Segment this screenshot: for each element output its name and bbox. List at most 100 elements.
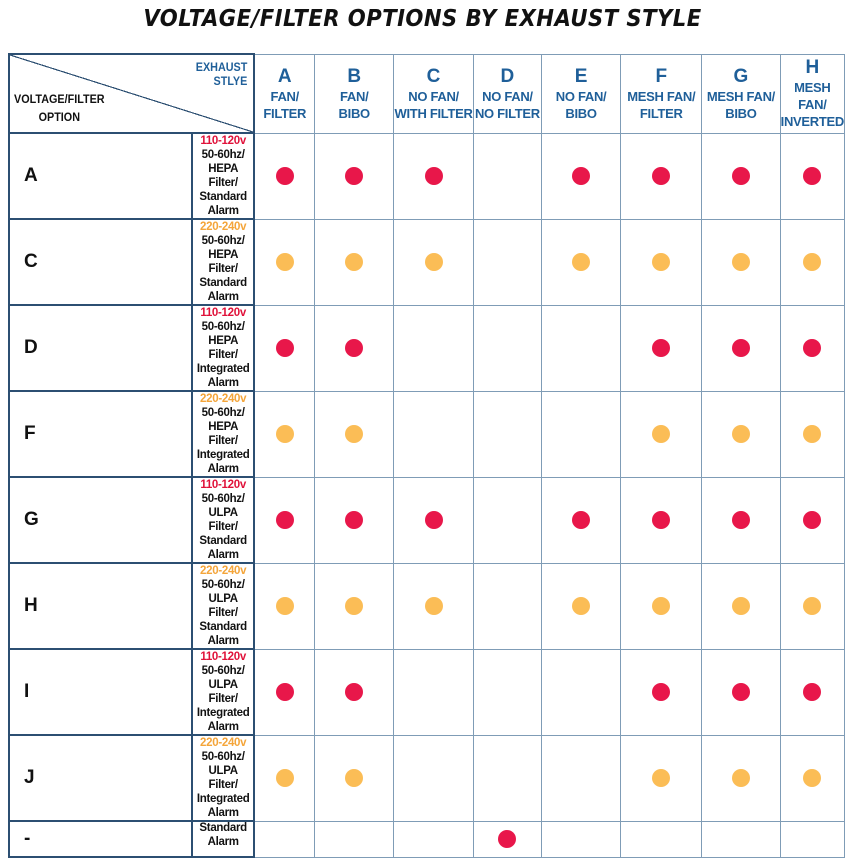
row-code: A <box>7 132 194 220</box>
voltage-line: 110-120v 50-60hz/ <box>193 650 253 678</box>
table-row: - Standard Alarm <box>7 820 845 858</box>
exhaust-style-letter: H <box>805 57 820 78</box>
exhaust-style-header: A FAN/ FILTER <box>253 53 316 134</box>
exhaust-style-header: H MESH FAN/ INVERTED <box>779 53 845 134</box>
orange-dot-icon <box>275 252 294 271</box>
row-code: D <box>7 304 194 392</box>
orange-dot-icon <box>652 596 671 615</box>
table-row: I 110-120v 50-60hz/ULPA Filter/ Integrate… <box>7 648 845 736</box>
exhaust-style-name: MESH FAN/ BIBO <box>706 88 775 121</box>
availability-cell <box>473 820 542 858</box>
availability-cell <box>701 304 781 392</box>
exhaust-style-name: FAN/ FILTER <box>263 88 307 121</box>
exhaust-label-line2: STLYE <box>213 74 248 88</box>
voltage-value: 220-240v <box>200 393 247 405</box>
voltage-filter-label: VOLTAGE/FILTER OPTION <box>14 90 105 126</box>
orange-dot-icon <box>345 252 364 271</box>
red-dot-icon <box>731 510 750 529</box>
availability-cell <box>314 820 395 858</box>
red-dot-icon <box>345 338 364 357</box>
availability-cell <box>701 390 781 478</box>
availability-cell <box>701 476 781 564</box>
voltage-label-line2: OPTION <box>38 110 81 124</box>
availability-cell <box>701 648 781 736</box>
red-dot-icon <box>275 338 294 357</box>
voltage-value: 110-120v <box>200 651 246 663</box>
availability-cell <box>314 562 395 650</box>
table-row: G 110-120v 50-60hz/ULPA Filter/ Standard … <box>7 476 845 564</box>
availability-cell <box>393 218 475 306</box>
voltage-filter-option: 110-120v 50-60hz/ULPA Filter/ Integrated… <box>191 648 256 736</box>
exhaust-style-name: MESH FAN/ FILTER <box>627 88 696 121</box>
voltage-filter-option: 220-240v 50-60hz/ULPA Filter/ Integrated… <box>191 734 256 822</box>
red-dot-icon <box>731 682 750 701</box>
availability-cell <box>314 304 395 392</box>
row-code: J <box>7 734 194 822</box>
filter-alarm-desc: HEPA Filter/ Standard Alarm <box>199 163 247 217</box>
availability-cell <box>393 304 475 392</box>
availability-cell <box>540 218 622 306</box>
availability-cell <box>314 218 395 306</box>
table-row: C 220-240v 50-60hz/HEPA Filter/ Standard … <box>7 218 845 306</box>
filter-alarm-desc: ULPA Filter/ Standard Alarm <box>199 507 247 561</box>
page-title: VOLTAGE/FILTER OPTIONS BY EXHAUST STYLE <box>143 6 702 32</box>
availability-cell <box>701 562 781 650</box>
availability-cell <box>393 734 475 822</box>
availability-cell <box>314 390 395 478</box>
availability-cell <box>779 648 845 736</box>
voltage-value: 220-240v <box>200 221 247 233</box>
availability-cell <box>253 734 316 822</box>
availability-cell <box>393 820 475 858</box>
row-code: F <box>7 390 194 478</box>
orange-dot-icon <box>731 424 750 443</box>
table-row: H 220-240v 50-60hz/ULPA Filter/ Standard … <box>7 562 845 650</box>
availability-cell <box>540 562 622 650</box>
availability-cell <box>393 648 475 736</box>
orange-dot-icon <box>652 768 671 787</box>
voltage-filter-option: 220-240v 50-60hz/ULPA Filter/ Standard A… <box>191 562 256 650</box>
exhaust-style-letter: D <box>500 65 515 87</box>
exhaust-style-header: B FAN/ BIBO <box>314 53 395 134</box>
exhaust-style-letter: E <box>574 65 588 87</box>
orange-dot-icon <box>275 424 294 443</box>
orange-dot-icon <box>572 596 591 615</box>
availability-cell <box>779 562 845 650</box>
filter-alarm-desc: Standard Alarm <box>199 822 247 848</box>
frequency-value: 50-60hz/ <box>201 751 245 763</box>
availability-cell <box>779 476 845 564</box>
voltage-value: 110-120v <box>200 479 246 491</box>
red-dot-icon <box>803 166 822 185</box>
voltage-filter-option: 110-120v 50-60hz/ULPA Filter/ Standard A… <box>191 476 256 564</box>
voltage-line: 220-240v 50-60hz/ <box>193 736 253 764</box>
availability-cell <box>253 648 316 736</box>
filter-alarm-desc: HEPA Filter/ Integrated Alarm <box>196 421 250 475</box>
voltage-value: 220-240v <box>200 737 247 749</box>
orange-dot-icon <box>275 596 294 615</box>
availability-cell <box>701 820 781 858</box>
frequency-value: 50-60hz/ <box>201 579 245 591</box>
frequency-value: 50-60hz/ <box>201 407 245 419</box>
orange-dot-icon <box>572 252 591 271</box>
voltage-value: 220-240v <box>200 565 247 577</box>
availability-cell <box>253 218 316 306</box>
filter-alarm-desc: HEPA Filter/ Standard Alarm <box>199 249 247 303</box>
frequency-value: 50-60hz/ <box>201 235 245 247</box>
voltage-line: 110-120v 50-60hz/ <box>193 306 253 334</box>
availability-cell <box>620 132 703 220</box>
exhaust-style-letter: C <box>426 65 441 87</box>
exhaust-label-line1: EXHAUST <box>195 60 248 74</box>
orange-dot-icon <box>803 596 822 615</box>
availability-cell <box>620 820 703 858</box>
availability-cell <box>393 132 475 220</box>
row-code: I <box>7 648 194 736</box>
red-dot-icon <box>424 166 443 185</box>
availability-cell <box>253 390 316 478</box>
red-dot-icon <box>572 510 591 529</box>
availability-cell <box>779 304 845 392</box>
availability-cell <box>393 476 475 564</box>
availability-cell <box>620 734 703 822</box>
row-code: H <box>7 562 194 650</box>
filter-alarm-desc: HEPA Filter/ Integrated Alarm <box>196 335 250 389</box>
voltage-line: 220-240v 50-60hz/ <box>193 392 253 420</box>
availability-cell <box>253 820 316 858</box>
